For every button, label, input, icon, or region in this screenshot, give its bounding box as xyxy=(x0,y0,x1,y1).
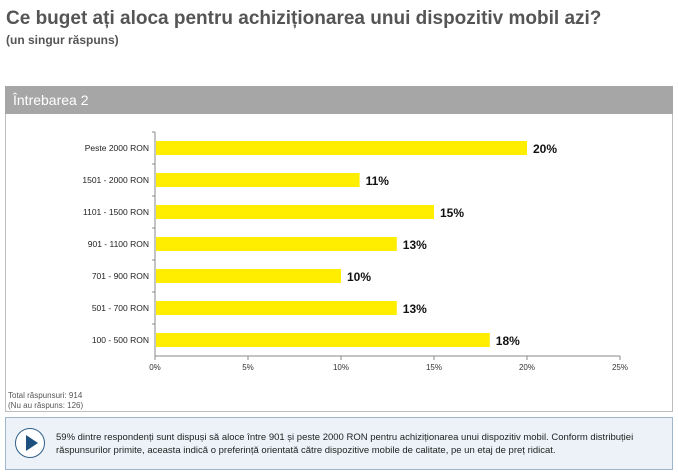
bar xyxy=(156,141,527,155)
no-answer-count: (Nu au răspuns: 126) xyxy=(8,401,84,410)
category-label: 1501 - 2000 RON xyxy=(82,175,149,185)
response-totals: Total răspunsuri: 914 (Nu au răspuns: 12… xyxy=(8,391,83,411)
category-label: 501 - 700 RON xyxy=(92,303,149,313)
info-text: 59% dintre respondenți sunt dispuși să a… xyxy=(56,432,634,456)
value-label: 11% xyxy=(366,174,390,188)
page-title: Ce buget ați aloca pentru achiziționarea… xyxy=(6,8,602,29)
x-tick-label: 5% xyxy=(242,363,254,372)
category-label: 1101 - 1500 RON xyxy=(83,207,149,217)
bar xyxy=(156,269,341,283)
bar xyxy=(156,333,490,347)
value-label: 13% xyxy=(403,238,427,252)
page-subtitle: (un singur răspuns) xyxy=(6,33,119,47)
x-tick-label: 20% xyxy=(519,363,535,372)
bar xyxy=(156,237,397,251)
x-tick-label: 25% xyxy=(612,363,628,372)
bar xyxy=(156,301,397,315)
bar xyxy=(156,205,434,219)
x-tick-label: 15% xyxy=(426,363,442,372)
category-label: 701 - 900 RON xyxy=(92,271,149,281)
chart-panel xyxy=(5,114,673,412)
bar xyxy=(156,173,360,187)
value-label: 15% xyxy=(440,206,464,220)
value-label: 13% xyxy=(403,302,427,316)
play-icon xyxy=(15,428,45,458)
value-label: 20% xyxy=(533,142,557,156)
value-label: 18% xyxy=(496,334,520,348)
value-label: 10% xyxy=(347,270,371,284)
info-box: 59% dintre respondenți sunt dispuși să a… xyxy=(5,417,673,470)
question-header-bar: Întrebarea 2 xyxy=(5,86,673,114)
category-label: 100 - 500 RON xyxy=(92,335,149,345)
category-label: 901 - 1100 RON xyxy=(88,239,149,249)
x-tick-label: 10% xyxy=(333,363,349,372)
x-tick-label: 0% xyxy=(149,363,161,372)
category-label: Peste 2000 RON xyxy=(85,143,149,153)
total-responses: Total răspunsuri: 914 xyxy=(8,391,83,400)
question-label: Întrebarea 2 xyxy=(13,92,89,108)
